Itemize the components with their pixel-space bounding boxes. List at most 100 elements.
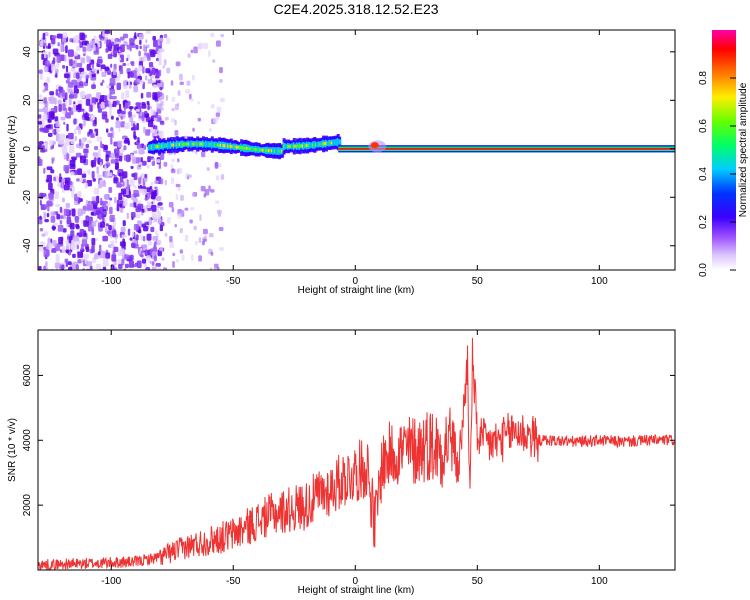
heat-speck: [44, 65, 49, 73]
heat-speck: [44, 196, 50, 200]
heat-speck: [96, 195, 100, 204]
band-core: [278, 149, 281, 153]
band-core: [300, 144, 303, 148]
heat-speck: [159, 225, 164, 232]
heat-speck: [115, 162, 119, 170]
heat-speck: [118, 155, 123, 162]
heat-speck: [97, 222, 101, 229]
heat-speck: [75, 264, 79, 270]
heat-speck: [109, 206, 113, 215]
band-core: [213, 143, 216, 147]
heat-speck: [96, 166, 99, 175]
heat-speck: [150, 226, 155, 233]
heat-speck: [193, 46, 198, 54]
band-core: [234, 145, 237, 149]
heat-speck: [85, 98, 91, 106]
heat-speck: [70, 68, 76, 72]
heat-speck: [130, 211, 136, 218]
heat-speck: [47, 42, 51, 50]
heat-speck: [157, 97, 162, 101]
heat-speck: [215, 175, 220, 181]
top-x-axis-label: Height of straight line (km): [298, 285, 415, 296]
heat-speck: [180, 210, 184, 215]
heat-speck: [138, 161, 143, 166]
band-core: [193, 142, 196, 146]
heat-speck: [110, 127, 114, 132]
heat-speck: [144, 197, 149, 201]
heat-speck: [157, 202, 163, 206]
heat-speck: [98, 244, 102, 253]
top-x-tick-label: 50: [472, 276, 484, 287]
heat-speck: [147, 119, 154, 128]
heat-speck: [218, 226, 224, 232]
heat-speck: [152, 92, 158, 100]
heat-speck: [215, 200, 220, 204]
heat-speck: [139, 79, 144, 85]
heat-speck: [102, 235, 108, 242]
heat-speck: [65, 202, 70, 209]
heat-speck: [209, 189, 215, 193]
heat-speck: [133, 202, 137, 208]
heat-speck: [50, 169, 55, 174]
bottom-y-tick-label: 4000: [22, 429, 33, 452]
heat-speck: [190, 98, 194, 102]
heat-speck: [175, 183, 181, 188]
band-core: [196, 142, 199, 146]
heat-speck: [144, 221, 148, 226]
heat-speck: [91, 220, 97, 227]
heat-speck: [112, 49, 118, 58]
heat-speck: [86, 93, 92, 99]
bottom-x-tick-label: -50: [226, 576, 241, 587]
heat-speck: [208, 185, 211, 191]
colorbar-tick-label: 0.8: [698, 71, 709, 85]
heat-speck: [121, 234, 127, 238]
heat-speck: [40, 241, 45, 249]
heat-speck: [158, 58, 162, 66]
heat-speck: [167, 217, 171, 224]
heat-speck: [184, 234, 189, 242]
heat-speck: [126, 62, 130, 67]
heat-speck: [53, 176, 57, 182]
heat-speck: [52, 48, 59, 55]
heat-speck: [110, 152, 115, 159]
heat-speck: [68, 106, 72, 112]
heat-speck: [113, 177, 119, 184]
band-core: [241, 146, 244, 150]
heat-speck: [138, 250, 142, 254]
heat-speck: [203, 238, 208, 242]
heat-speck: [136, 144, 142, 149]
heat-speck: [46, 166, 53, 171]
heat-speck: [44, 218, 49, 223]
heat-speck: [145, 39, 148, 43]
heat-speck: [147, 207, 152, 212]
heat-speck: [76, 118, 79, 124]
heat-speck: [110, 216, 115, 223]
heat-speck: [109, 77, 116, 86]
heat-speck: [75, 223, 80, 228]
heat-speck: [120, 121, 126, 128]
heat-speck: [43, 265, 47, 270]
heat-speck: [91, 84, 96, 90]
heat-speck: [57, 99, 62, 105]
band-core: [330, 141, 333, 145]
heat-speck: [189, 219, 193, 224]
heat-speck: [179, 227, 183, 234]
heat-speck: [179, 73, 183, 81]
heat-speck: [54, 68, 59, 74]
heat-speck: [164, 232, 168, 237]
heat-speck: [122, 181, 125, 187]
heat-speck: [149, 186, 153, 190]
heat-speck: [105, 118, 109, 123]
heat-speck: [91, 63, 95, 69]
heat-speck: [104, 170, 109, 179]
heat-speck: [39, 127, 44, 132]
heat-speck: [108, 41, 115, 46]
heat-speck: [154, 186, 158, 190]
heat-speck: [108, 100, 111, 108]
heat-speck: [95, 98, 99, 103]
band-core: [228, 144, 231, 148]
heat-speck: [158, 163, 162, 170]
heat-speck: [90, 211, 95, 216]
heat-speck: [109, 109, 112, 117]
heat-speck: [125, 90, 130, 99]
